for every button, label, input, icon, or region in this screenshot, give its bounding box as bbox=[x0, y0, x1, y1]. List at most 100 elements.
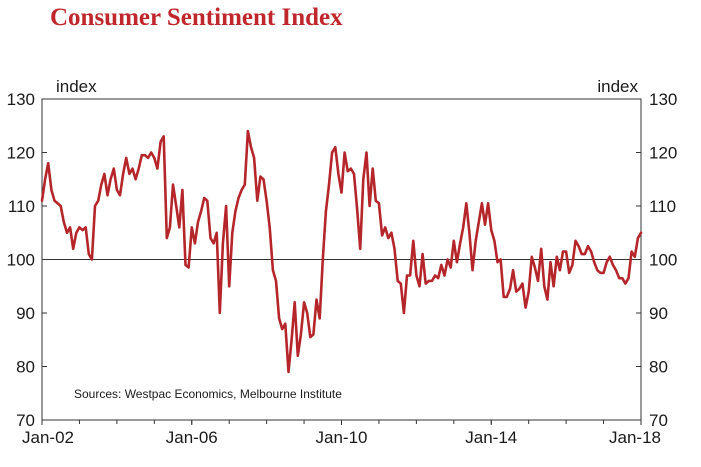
data-point bbox=[132, 168, 133, 169]
data-point bbox=[126, 157, 127, 158]
data-point bbox=[615, 270, 616, 271]
data-point bbox=[138, 168, 139, 169]
data-point bbox=[466, 203, 467, 204]
data-point bbox=[310, 337, 311, 338]
y-tick-label-left: 80 bbox=[16, 358, 35, 377]
data-point bbox=[57, 203, 58, 204]
data-point bbox=[425, 283, 426, 284]
data-point bbox=[116, 189, 117, 190]
data-point bbox=[378, 203, 379, 204]
data-point bbox=[475, 240, 476, 241]
data-point bbox=[625, 283, 626, 284]
data-point bbox=[572, 264, 573, 265]
data-point bbox=[244, 184, 245, 185]
data-point bbox=[463, 227, 464, 228]
data-point bbox=[400, 283, 401, 284]
data-point bbox=[169, 227, 170, 228]
y-tick-label-right: 70 bbox=[649, 411, 668, 430]
data-point bbox=[553, 286, 554, 287]
data-point bbox=[63, 221, 64, 222]
data-point bbox=[569, 272, 570, 273]
y-tick-label-right: 80 bbox=[649, 358, 668, 377]
x-tick-label: Jan-14 bbox=[465, 428, 517, 447]
data-point bbox=[441, 264, 442, 265]
data-point bbox=[135, 179, 136, 180]
data-point bbox=[210, 238, 211, 239]
data-point bbox=[232, 232, 233, 233]
data-point bbox=[637, 238, 638, 239]
data-point bbox=[66, 232, 67, 233]
data-point bbox=[291, 339, 292, 340]
data-point bbox=[541, 248, 542, 249]
data-point bbox=[397, 280, 398, 281]
data-point bbox=[154, 157, 155, 158]
data-point bbox=[491, 230, 492, 231]
data-point bbox=[435, 275, 436, 276]
data-point bbox=[194, 243, 195, 244]
data-point bbox=[494, 240, 495, 241]
data-point bbox=[148, 157, 149, 158]
data-point bbox=[54, 200, 55, 201]
data-point bbox=[238, 197, 239, 198]
data-point bbox=[506, 296, 507, 297]
y-tick-label-left: 90 bbox=[16, 304, 35, 323]
data-point bbox=[628, 278, 629, 279]
data-point bbox=[353, 173, 354, 174]
data-point bbox=[559, 270, 560, 271]
y-tick-label-right: 120 bbox=[649, 144, 677, 163]
data-point bbox=[313, 334, 314, 335]
y-tick-label-left: 100 bbox=[7, 251, 35, 270]
data-point bbox=[91, 259, 92, 260]
data-point bbox=[151, 152, 152, 153]
data-point bbox=[101, 184, 102, 185]
data-point bbox=[172, 184, 173, 185]
data-point bbox=[275, 280, 276, 281]
data-point bbox=[357, 208, 358, 209]
data-point bbox=[431, 280, 432, 281]
data-point bbox=[322, 259, 323, 260]
data-point bbox=[316, 299, 317, 300]
data-point bbox=[591, 251, 592, 252]
data-point bbox=[634, 256, 635, 257]
y-tick-label-left: 130 bbox=[7, 90, 35, 109]
data-point bbox=[129, 173, 130, 174]
data-point bbox=[447, 259, 448, 260]
data-point bbox=[141, 155, 142, 156]
data-point bbox=[257, 200, 258, 201]
series-group bbox=[40, 129, 643, 374]
data-point bbox=[285, 323, 286, 324]
data-point bbox=[104, 173, 105, 174]
left-axis-unit-label: index bbox=[56, 77, 97, 96]
data-point bbox=[222, 243, 223, 244]
data-point bbox=[82, 230, 83, 231]
data-point bbox=[176, 205, 177, 206]
data-point bbox=[453, 240, 454, 241]
data-point bbox=[578, 246, 579, 247]
data-point bbox=[488, 203, 489, 204]
data-point bbox=[219, 312, 220, 313]
data-point bbox=[260, 176, 261, 177]
y-tick-label-right: 130 bbox=[649, 90, 677, 109]
data-point bbox=[581, 254, 582, 255]
data-point bbox=[428, 280, 429, 281]
y-tick-label-right: 110 bbox=[649, 197, 676, 216]
data-point bbox=[622, 278, 623, 279]
data-point bbox=[269, 227, 270, 228]
data-point bbox=[48, 163, 49, 164]
data-point bbox=[266, 200, 267, 201]
data-point bbox=[229, 286, 230, 287]
right-axis-unit-label: index bbox=[597, 77, 638, 96]
data-point bbox=[325, 211, 326, 212]
data-point bbox=[413, 240, 414, 241]
data-point bbox=[163, 136, 164, 137]
data-point bbox=[444, 275, 445, 276]
data-point bbox=[85, 227, 86, 228]
data-point bbox=[472, 270, 473, 271]
data-point bbox=[213, 243, 214, 244]
data-point bbox=[534, 267, 535, 268]
x-tick-label: Jan-18 bbox=[609, 428, 661, 447]
data-point bbox=[335, 147, 336, 148]
data-point bbox=[516, 291, 517, 292]
data-point bbox=[603, 272, 604, 273]
